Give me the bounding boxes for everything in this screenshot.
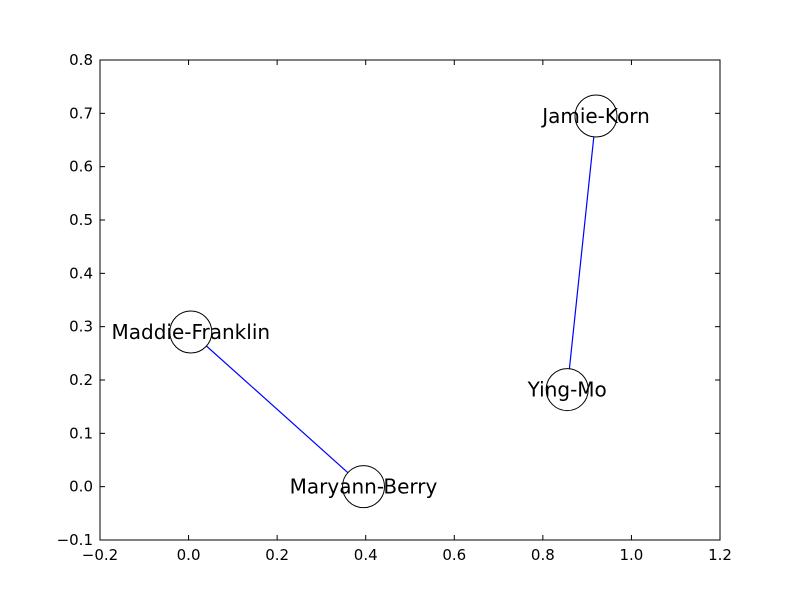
node-ying-mo: Ying-Mo — [527, 368, 607, 412]
y-tick-label: 0.0 — [69, 478, 93, 496]
edges-layer — [190, 115, 597, 488]
y-tick-label: 0.3 — [69, 318, 93, 336]
y-tick-label: 0.2 — [69, 371, 93, 389]
y-tick-label: 0.7 — [69, 104, 93, 122]
axes-border — [99, 59, 721, 541]
x-tick-label: 0.6 — [442, 546, 466, 564]
x-tick-label: 1.2 — [708, 546, 732, 564]
x-tick-label: 0.2 — [265, 546, 289, 564]
x-tick-label: 1.0 — [619, 546, 643, 564]
nodes-layer: Maddie-Franklin Maryann-Berry Jamie-Korn Yi… — [112, 94, 650, 509]
node-label: Jamie-Korn — [540, 104, 650, 128]
x-tick-label: 0.4 — [354, 546, 378, 564]
x-tick-label: 0.8 — [531, 546, 555, 564]
y-tick-label: 0.8 — [69, 51, 93, 69]
x-tick-label: 0.0 — [177, 546, 201, 564]
edge-maddie-franklin-maryann-berry — [190, 331, 364, 488]
axes-frame — [99, 59, 721, 541]
node-label: Ying-Mo — [527, 378, 607, 402]
node-circle — [545, 368, 589, 412]
node-label: Maryann-Berry — [290, 475, 438, 499]
y-tick-label: 0.5 — [69, 211, 93, 229]
ticks-layer: −0.2 0.0 0.2 0.4 0.6 0.8 1.0 1.2 −0.1 0.0 0.1 0.2 0.… — [57, 51, 732, 564]
node-jamie-korn: Jamie-Korn — [540, 94, 650, 138]
node-circle — [342, 465, 385, 509]
node-circle — [574, 94, 618, 138]
edge-jamie-korn-ying-mo — [566, 115, 597, 390]
y-tick-label: 0.6 — [69, 158, 93, 176]
node-circle — [169, 310, 213, 354]
y-tick-label: 0.1 — [69, 424, 93, 442]
node-maryann-berry: Maryann-Berry — [290, 465, 438, 509]
node-label: Maddie-Franklin — [112, 320, 271, 344]
y-tick-label: 0.4 — [69, 264, 93, 282]
y-tick-label: −0.1 — [57, 531, 93, 549]
node-maddie-franklin: Maddie-Franklin — [112, 310, 271, 354]
x-tick-label: −0.2 — [82, 546, 118, 564]
